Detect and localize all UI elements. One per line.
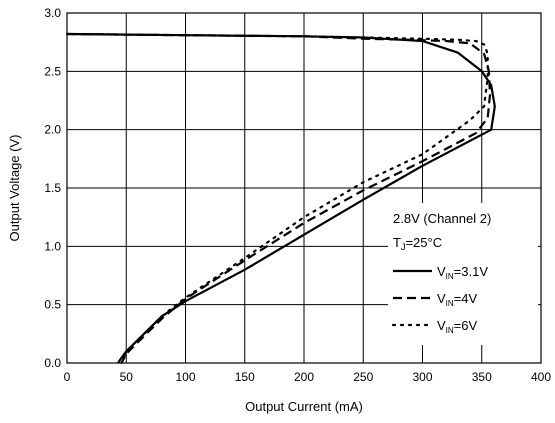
legend-label-3v1: VIN=3.1V (437, 264, 488, 281)
y-tick-label: 2.5 (44, 64, 61, 78)
temp-rest: =25°C (405, 235, 442, 250)
legend-6v-main: V (437, 318, 446, 333)
series-line-vin-4v (66, 32, 492, 364)
y-tick-label: 0.0 (44, 356, 61, 370)
legend-label-4v: VIN=4V (437, 291, 477, 308)
x-tick-label: 0 (64, 370, 71, 384)
legend-6v-rest: =6V (454, 318, 478, 333)
x-tick-label: 150 (235, 370, 255, 384)
x-tick-label: 50 (120, 370, 134, 384)
temp-main: T (393, 235, 401, 250)
y-tick-label: 1.0 (44, 239, 61, 253)
x-tick-label: 100 (175, 370, 195, 384)
legend-3v1-sub: IN (446, 272, 454, 281)
y-tick-label: 2.0 (44, 123, 61, 137)
temp-sub: J (401, 242, 406, 252)
legend-6v-sub: IN (446, 326, 454, 335)
y-tick-label: 3.0 (44, 6, 61, 20)
legend-temperature: TJ=25°C (393, 235, 442, 252)
legend-4v-sub: IN (446, 299, 454, 308)
legend: 2.8V (Channel 2) TJ=25°C VIN=3.1V VIN=4V… (388, 203, 538, 345)
x-tick-label: 400 (531, 370, 551, 384)
tick-labels: 0 50 100 150 200 250 300 350 400 0.0 0.5 1.0 1.5 2.0 2… (44, 6, 551, 384)
legend-3v1-main: V (437, 264, 446, 279)
legend-4v-rest: =4V (454, 291, 478, 306)
x-tick-label: 300 (412, 370, 432, 384)
x-axis-title: Output Current (mA) (245, 399, 363, 414)
x-tick-label: 350 (472, 370, 492, 384)
grid (67, 13, 541, 363)
x-tick-label: 200 (294, 370, 314, 384)
y-tick-label: 0.5 (44, 298, 61, 312)
legend-title: 2.8V (Channel 2) (393, 211, 491, 226)
legend-4v-main: V (437, 291, 446, 306)
plot-frame (66, 12, 542, 364)
y-axis-title: Output Voltage (V) (7, 135, 22, 242)
x-tick-label: 250 (353, 370, 373, 384)
y-tick-label: 1.5 (44, 181, 61, 195)
series-line-vin-6v (65, 32, 489, 365)
legend-label-6v: VIN=6V (437, 318, 477, 335)
series-layer (65, 32, 496, 365)
legend-box (388, 203, 538, 345)
legend-3v1-rest: =3.1V (454, 264, 489, 279)
